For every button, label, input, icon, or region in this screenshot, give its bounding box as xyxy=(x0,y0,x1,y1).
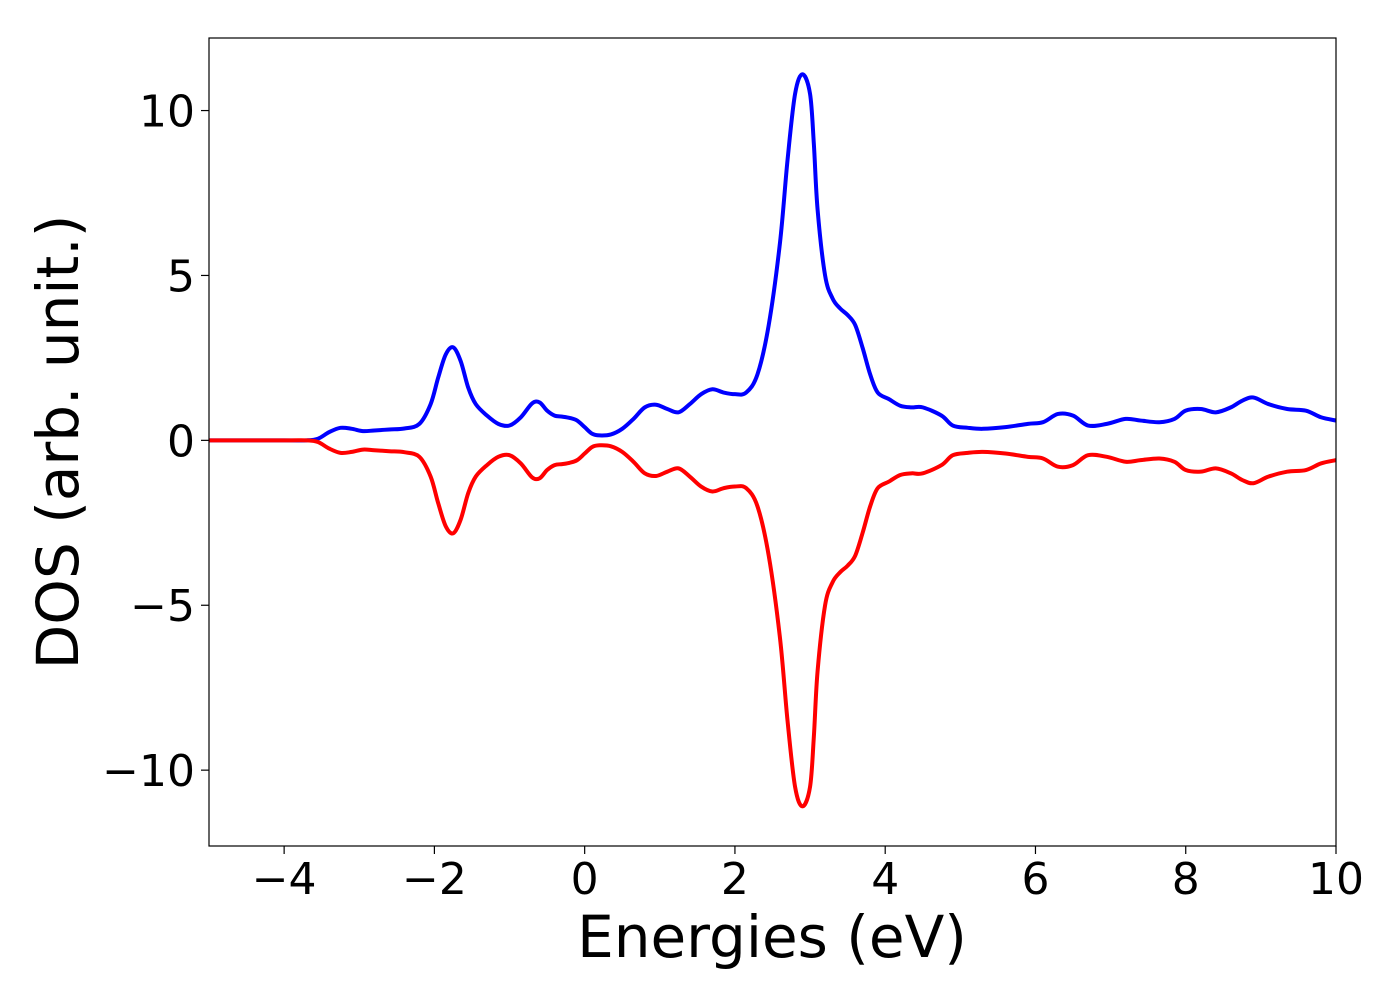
x-tick-label: 8 xyxy=(1172,854,1200,905)
series-layer xyxy=(209,72,1336,809)
y-axis: 10 5 0 −5 −10 xyxy=(102,87,209,797)
x-tick-label: 0 xyxy=(571,854,599,905)
y-tick-label: −5 xyxy=(130,581,195,632)
series-line-blue xyxy=(209,72,1336,443)
y-tick-label: 10 xyxy=(139,87,195,138)
x-axis: −4 −2 0 2 4 6 8 10 xyxy=(252,846,1364,905)
series-line-red xyxy=(209,438,1336,809)
plot-frame xyxy=(208,37,1337,847)
x-tick-label: 10 xyxy=(1308,854,1364,905)
x-tick-label: 6 xyxy=(1021,854,1049,905)
y-axis-label: DOS (arb. unit.) xyxy=(24,215,92,670)
x-tick-label: −4 xyxy=(252,854,317,905)
x-axis-label: Energies (eV) xyxy=(577,903,967,971)
x-tick-label: −2 xyxy=(402,854,467,905)
x-tick-label: 4 xyxy=(871,854,899,905)
x-tick-label: 2 xyxy=(721,854,749,905)
y-tick-label: 5 xyxy=(167,251,195,302)
y-tick-label: −10 xyxy=(102,746,195,797)
y-tick-label: 0 xyxy=(167,416,195,467)
